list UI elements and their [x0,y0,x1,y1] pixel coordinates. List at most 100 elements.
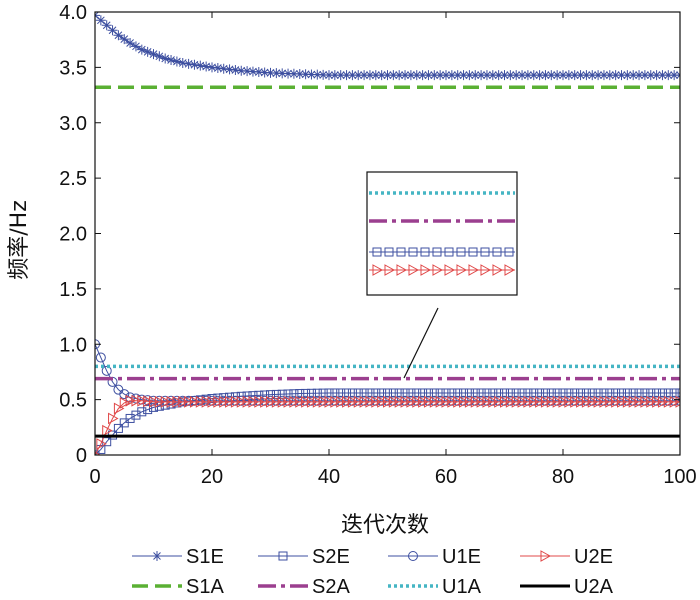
x-tick-label: 100 [663,466,696,488]
S1E-marker [382,70,393,81]
S2E-marker [640,388,650,398]
S1E-marker [435,70,446,81]
S2E-marker [675,388,680,398]
S2E-marker [365,388,375,398]
U2E-marker [396,264,408,276]
U2E-marker [675,395,680,408]
x-tick-label: 20 [201,466,223,488]
S1E-marker [125,38,136,49]
S1E-marker [622,70,633,81]
inset-frame [366,171,518,296]
plot-area [95,12,680,455]
U2E-marker [143,395,154,408]
S2E-marker [453,388,463,398]
U1E-line [95,344,680,402]
S2E-marker [634,388,644,398]
S2E-marker [622,388,632,398]
S2E-marker [277,389,287,399]
S1E-marker [505,70,516,81]
U2E-marker [576,395,587,408]
U2E-marker [96,438,107,450]
U2E-marker [318,395,330,408]
S1E-marker [405,70,416,81]
U2E-marker [377,395,388,408]
U2E-marker [517,395,529,408]
y-tick-label: 1.5 [59,279,87,301]
S2E-marker [295,389,305,399]
U2E-marker [482,395,493,408]
S2E-marker [617,388,626,398]
legend-item-S1A: S1A [132,576,224,598]
legend-S1E-marker [152,551,162,561]
axes: 0 0.5 1.0 1.5 2.0 2.5 3.0 3.5 4.0 0 20 40 60 80 100 [59,2,697,488]
legend-label: U2E [574,546,613,568]
U2E-marker [125,394,137,407]
S1E-marker [528,70,539,81]
S1E-marker [95,15,106,26]
U2E-marker [570,395,581,408]
legend-label: U1E [442,546,481,568]
S2E-marker [505,388,515,398]
S1E-marker [101,20,112,31]
S1E-marker [136,44,147,55]
U2E-marker [248,395,259,408]
S1E-marker [312,69,323,80]
S1E-marker [552,70,563,81]
S1E-marker [201,61,212,72]
S2E-marker [137,407,147,417]
S2E-marker [480,247,490,257]
S1E-marker [207,62,217,73]
S2E-marker [388,388,398,398]
legend-item-U1A: U1A [388,576,482,598]
U2E-marker [523,395,534,408]
S2E-marker [511,388,521,398]
U2E-marker [242,395,254,408]
U2E-marker [429,395,441,408]
U2E-marker [546,395,558,408]
S1E-marker [212,63,223,74]
S1E-marker [581,70,592,81]
S1E-marker [324,70,334,81]
series-U1E [95,339,680,406]
S1E-marker [669,70,680,81]
U2E-marker [201,395,213,408]
S2E-marker [456,247,466,257]
S2E-marker [581,388,591,398]
U2E-marker [435,395,447,408]
U2E-marker [420,264,432,276]
U2E-marker [447,395,458,408]
U2E-marker [617,395,628,408]
S2E-marker [330,388,340,398]
S1E-marker [499,70,510,81]
S1E-marker [224,64,235,75]
S1E-marker [663,70,674,81]
S1E-marker [183,58,194,69]
S2E-marker [459,388,469,398]
S2E-marker [669,388,679,398]
U2E-marker [470,395,482,408]
y-tick-label: 3.5 [59,57,87,79]
S1E-marker [598,70,609,81]
U2E-marker [365,395,376,408]
S2E-marker [646,388,656,398]
S1E-marker [481,70,492,81]
S1E-marker [423,70,434,81]
S2E-marker [488,388,498,398]
S1E-marker [558,70,568,81]
S1E-marker [236,65,247,76]
S1E-marker [283,68,294,79]
S1E-marker [107,25,118,36]
S1E-marker [154,51,165,62]
legend-label: S1E [186,546,224,568]
U2E-marker [464,395,476,408]
U2E-marker [113,402,125,415]
U2E-marker [342,395,353,408]
U2E-marker [219,395,230,408]
S2E-marker [468,247,478,257]
S2E-marker [371,388,381,398]
S2E-marker [605,388,615,398]
U2E-marker [260,395,271,408]
U2E-marker [195,395,207,408]
S2E-marker [476,388,486,398]
S2E-marker [406,388,416,398]
